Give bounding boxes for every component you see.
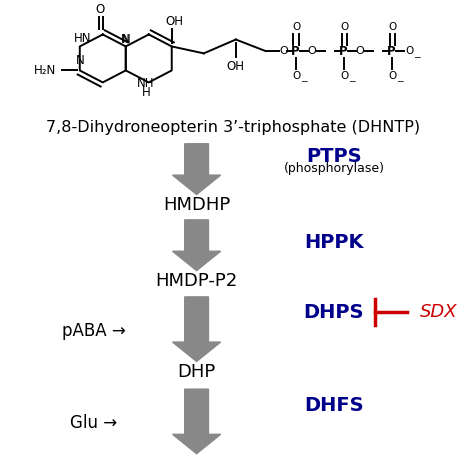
FancyArrow shape <box>173 144 220 194</box>
Text: O: O <box>308 46 316 56</box>
Text: (phosphorylase): (phosphorylase) <box>283 162 384 175</box>
Text: HN: HN <box>74 32 91 45</box>
Text: −: − <box>348 76 356 85</box>
Text: SDX: SDX <box>420 303 458 321</box>
Text: DHPS: DHPS <box>304 302 364 321</box>
Text: HMDHP: HMDHP <box>163 196 230 214</box>
Text: P: P <box>387 45 396 57</box>
FancyArrow shape <box>173 297 220 362</box>
Text: −: − <box>300 76 307 85</box>
Text: 7,8-Dihydroneopterin 3’-triphosphate (DHNTP): 7,8-Dihydroneopterin 3’-triphosphate (DH… <box>46 120 420 135</box>
Text: O: O <box>280 46 288 56</box>
Text: N: N <box>122 33 130 46</box>
Text: HMDP-P2: HMDP-P2 <box>155 272 238 290</box>
Text: O: O <box>356 46 364 56</box>
Text: −: − <box>396 76 403 85</box>
Text: PTPS: PTPS <box>306 147 362 166</box>
Text: O: O <box>388 22 396 32</box>
Text: O: O <box>340 71 348 81</box>
Text: O: O <box>96 2 105 16</box>
Text: P: P <box>291 45 300 57</box>
Text: O: O <box>292 22 301 32</box>
Text: O: O <box>340 22 348 32</box>
Text: Glu →: Glu → <box>70 414 117 432</box>
Text: pABA →: pABA → <box>62 321 126 339</box>
Text: NH: NH <box>137 77 155 90</box>
Text: N: N <box>76 55 84 67</box>
Text: DHFS: DHFS <box>304 396 364 415</box>
Text: O: O <box>292 71 301 81</box>
Text: OH: OH <box>227 60 245 73</box>
FancyArrow shape <box>173 220 220 271</box>
Text: O: O <box>406 46 414 56</box>
Text: −: − <box>413 52 421 61</box>
Text: O: O <box>388 71 396 81</box>
FancyArrow shape <box>173 389 220 454</box>
Text: OH: OH <box>165 15 183 27</box>
Text: N: N <box>121 33 130 46</box>
Text: H: H <box>142 86 150 99</box>
Text: HPPK: HPPK <box>304 233 364 253</box>
Text: H₂N: H₂N <box>34 64 56 77</box>
Text: DHP: DHP <box>177 363 216 381</box>
Text: P: P <box>339 45 348 57</box>
